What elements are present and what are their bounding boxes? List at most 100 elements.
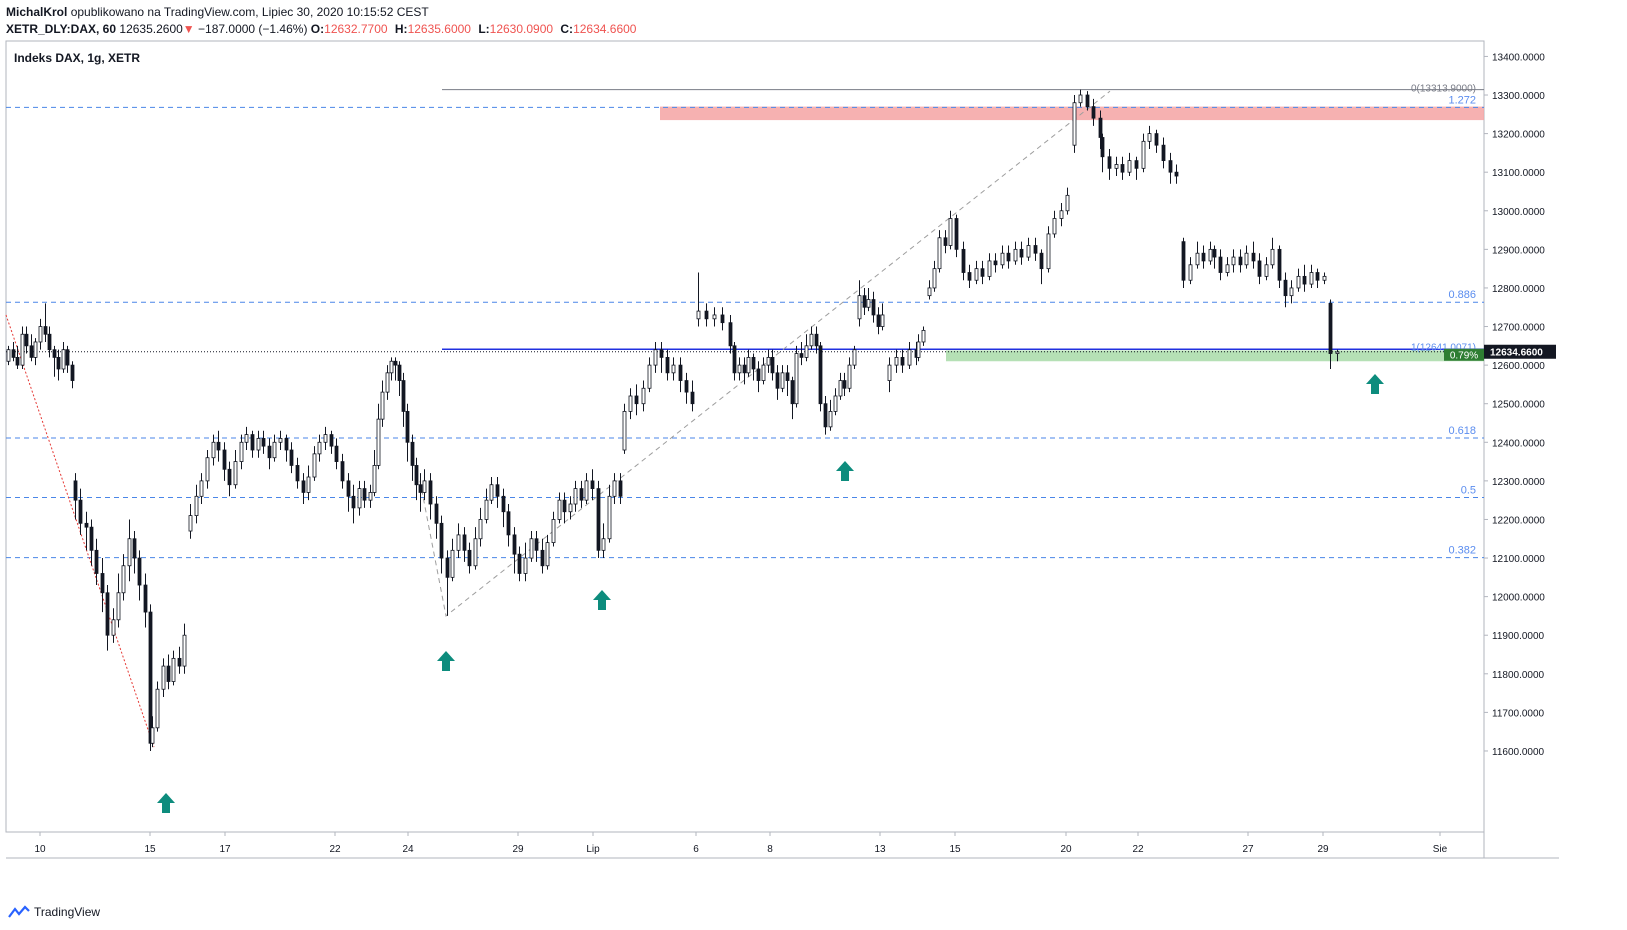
candle-body [618, 480, 623, 497]
candle-body [1195, 252, 1200, 266]
high-label: H: [394, 22, 408, 36]
candle-body [943, 237, 948, 246]
candle-body [1161, 144, 1166, 162]
candle-body [340, 461, 345, 482]
x-tick-label: 17 [219, 844, 231, 855]
candle-body [450, 549, 455, 578]
candle-body [24, 333, 29, 347]
candle-body [921, 329, 926, 343]
candle-body [506, 511, 511, 536]
x-tick-label: 8 [767, 844, 773, 855]
candle-body [780, 372, 785, 389]
candle-body [804, 345, 809, 358]
candle-body [967, 272, 972, 281]
candle-body [405, 411, 410, 443]
price-chart[interactable]: Indeks DAX, 1g, XETR 1.272 0.886 0.618 0.5 0… [0, 0, 1627, 900]
candle-body [116, 592, 121, 621]
y-tick-label: 13200.0000 [1492, 130, 1545, 141]
y-tick-label: 12100.0000 [1492, 554, 1545, 565]
candle-body [607, 495, 612, 540]
candle-body [1251, 252, 1256, 262]
fib-level-label: 0.618 [1448, 425, 1476, 437]
y-tick-label: 12700.0000 [1492, 323, 1545, 334]
candle-body [573, 488, 578, 505]
candle-body [1201, 252, 1206, 262]
candle-body [143, 584, 148, 613]
candle-body [155, 688, 160, 729]
candle-body [814, 333, 819, 347]
candle-body [137, 557, 142, 586]
candle-body [766, 356, 771, 366]
candle-body [907, 349, 912, 366]
publish-info: MichalKrol opublikowano na TradingView.c… [6, 5, 429, 19]
candle-body [529, 538, 534, 559]
candle-body [866, 299, 871, 308]
candle-body [47, 333, 52, 351]
fib-swing-line [419, 90, 1111, 617]
candle-body [6, 349, 11, 362]
candle-body [1277, 248, 1282, 281]
candle-body [1264, 264, 1269, 277]
candle-body [653, 349, 658, 366]
candle-body [1091, 106, 1096, 119]
candle-body [1052, 218, 1057, 235]
candle-body [267, 445, 272, 459]
candle-body [301, 480, 306, 493]
candle-body [568, 503, 573, 513]
candle-body [712, 314, 717, 320]
up-arrow-icon [437, 651, 455, 671]
low-value: 12630.0900 [489, 22, 554, 36]
x-tick-label: 29 [1317, 844, 1329, 855]
candle-body [720, 314, 725, 324]
candle-body [376, 418, 381, 466]
tradingview-logo-icon[interactable] [8, 905, 30, 919]
candle-body [121, 565, 126, 594]
fib-base-label: 1(12641.0071) [1411, 342, 1476, 353]
candle-body [551, 519, 556, 544]
y-tick-label: 12600.0000 [1492, 361, 1545, 372]
candle-body [838, 380, 843, 397]
candle-body [100, 573, 105, 594]
y-tick-label: 13400.0000 [1492, 52, 1545, 63]
candle-body [380, 391, 385, 420]
brand-label[interactable]: TradingView [34, 905, 101, 919]
candle-body [1283, 279, 1288, 297]
candle-body [401, 380, 406, 412]
x-tick-label: 27 [1242, 844, 1254, 855]
candle-body [127, 538, 132, 567]
candle-body [233, 461, 238, 486]
fib-level-label: 1.272 [1448, 94, 1476, 106]
candle-body [809, 333, 814, 347]
x-tick-label: 22 [329, 844, 341, 855]
resistance-zone [660, 106, 1484, 121]
author-name[interactable]: MichalKrol [6, 5, 68, 19]
x-tick-label: 22 [1132, 844, 1144, 855]
candle-body [1114, 164, 1119, 169]
candle-body [312, 453, 317, 478]
candle-body [728, 322, 733, 347]
candle-body [239, 441, 244, 462]
candle-body [1188, 264, 1193, 281]
candle-body [467, 549, 472, 567]
candle-body [1154, 133, 1159, 146]
x-tick-label: 10 [34, 844, 46, 855]
candle-body [295, 465, 300, 482]
candle-body [545, 542, 550, 567]
candle-body [1039, 252, 1044, 270]
candle-body [56, 356, 61, 370]
candle-body [512, 534, 517, 555]
candle-body [484, 499, 489, 520]
candle-body [15, 356, 20, 366]
candle-body [1181, 241, 1186, 281]
candle-body [828, 411, 833, 428]
candle-body [980, 268, 985, 277]
candle-body [974, 268, 979, 281]
candle-body [704, 310, 709, 320]
candle-body [177, 657, 182, 667]
candle-body [462, 534, 467, 551]
candle-body [818, 345, 823, 405]
candle-body [1085, 94, 1090, 107]
y-tick-label: 13000.0000 [1492, 207, 1545, 218]
y-tick-label: 12000.0000 [1492, 593, 1545, 604]
candle-body [847, 364, 852, 389]
